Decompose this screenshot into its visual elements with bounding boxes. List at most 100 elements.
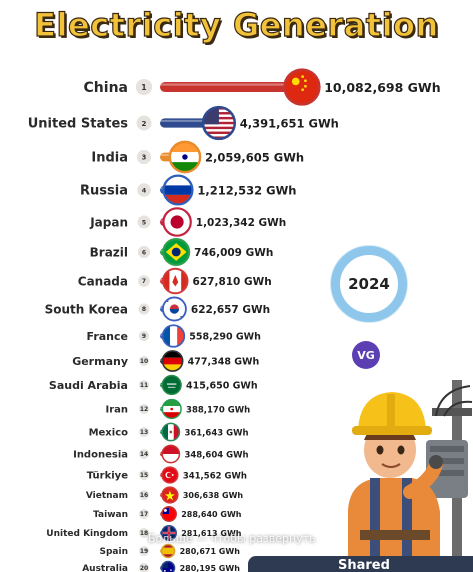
value-label: 388,170 GWh [186, 405, 250, 415]
rank-badge [138, 303, 150, 315]
value-label: 361,643 GWh [184, 428, 248, 438]
value-label: 348,604 GWh [184, 450, 248, 460]
flag-icon [161, 350, 184, 372]
share-bar[interactable] [248, 556, 473, 572]
category-label: Taiwan [93, 510, 128, 520]
flag-icon [160, 560, 176, 572]
electrician-illustration [348, 380, 473, 572]
value-label: 2,059,605 GWh [205, 150, 304, 164]
flag-icon [161, 444, 181, 464]
category-label: Japan [89, 215, 128, 229]
category-label: Australia [82, 564, 128, 572]
category-label: Spain [100, 547, 129, 557]
bar-row: Brazil 6 746,009 GWh [90, 238, 273, 266]
value-label: 4,391,651 GWh [240, 116, 339, 130]
value-label: 558,290 GWh [189, 332, 261, 343]
rank-badge [137, 183, 151, 197]
year-text: 2024 [348, 275, 390, 293]
rank-badge [137, 215, 151, 229]
bar-row: France 9 558,290 GWh [87, 324, 261, 348]
rank-label: 9 [142, 333, 146, 340]
category-label: China [84, 80, 128, 96]
rank-label: 16 [140, 492, 148, 499]
value-label: 415,650 GWh [186, 381, 258, 392]
rank-badge [139, 404, 149, 414]
value-label: 1,023,342 GWh [196, 217, 286, 229]
category-label: Canada [78, 274, 128, 288]
flag-icon [162, 267, 189, 295]
bar-row: United Kingdom 18 281,613 GWh [46, 525, 242, 541]
rank-badge [139, 380, 149, 390]
value-label: 1,212,532 GWh [197, 183, 296, 197]
bar-row: Türkiye 15 341,562 GWh [87, 466, 247, 484]
category-label: Vietnam [86, 491, 128, 501]
rank-badge [138, 275, 150, 287]
category-label: Saudi Arabia [49, 379, 128, 392]
value-label: 280,195 GWh [180, 564, 241, 572]
rank-label: 14 [140, 451, 148, 458]
value-label: 288,640 GWh [181, 510, 242, 519]
category-label: Germany [72, 355, 128, 368]
rank-label: 2 [142, 119, 147, 128]
bar-row: Saudi Arabia 11 415,650 GWh [49, 374, 258, 396]
flag-icon [161, 525, 177, 541]
rank-label: 1 [141, 83, 146, 92]
bar-row: Spain 19 280,671 GWh [100, 543, 241, 559]
flag-icon [161, 466, 179, 484]
rank-badge [137, 245, 151, 259]
value-label: 280,671 GWh [180, 547, 241, 556]
flag-icon [162, 238, 191, 266]
bar-row: Canada 7 627,810 GWh [78, 267, 272, 295]
rank-label: 6 [142, 249, 146, 256]
category-label: Iran [105, 405, 128, 416]
flag-icon [162, 207, 192, 237]
flag-icon [161, 486, 179, 504]
rank-badge [139, 356, 149, 366]
flag-icon [283, 68, 321, 106]
rank-label: 15 [140, 472, 148, 479]
category-label: Türkiye [87, 471, 129, 482]
flag-icon [161, 422, 181, 442]
flag-icon [162, 174, 194, 206]
rank-badge [139, 546, 149, 556]
rank-badge [138, 330, 150, 342]
bar-row: Germany 10 477,348 GWh [72, 350, 260, 372]
bar-row: Russia 4 1,212,532 GWh [80, 174, 296, 206]
value-label: 341,562 GWh [183, 471, 247, 481]
rank-badge [135, 78, 153, 96]
rank-label: 4 [142, 187, 147, 195]
bar [160, 81, 308, 93]
bar-row: Australia 20 280,195 GWh [82, 560, 241, 572]
category-label: United States [28, 117, 129, 132]
rank-label: 13 [140, 429, 148, 436]
rank-label: 8 [142, 306, 146, 313]
rank-label: 19 [140, 548, 148, 555]
category-label: Brazil [90, 245, 128, 259]
flag-icon [161, 374, 182, 396]
rank-label: 5 [142, 219, 146, 226]
flag-icon [161, 398, 182, 420]
category-label: United Kingdom [46, 529, 128, 539]
category-label: India [91, 151, 128, 166]
bar-highlight [160, 83, 308, 86]
channel-logo[interactable]: VG [352, 341, 380, 369]
category-label: Indonesia [73, 450, 128, 461]
rank-label: 12 [140, 406, 148, 413]
shared-label[interactable]: Shared [338, 558, 390, 572]
bar-row: Mexico 13 361,643 GWh [89, 422, 249, 442]
rank-badge [136, 149, 152, 165]
value-label: 306,638 GWh [183, 491, 244, 500]
value-label: 627,810 GWh [193, 276, 272, 288]
value-label: 746,009 GWh [194, 247, 273, 259]
flag-icon [168, 140, 202, 174]
rank-badge [136, 115, 152, 131]
flag-icon [161, 324, 186, 348]
bar-row: India 3 2,059,605 GWh [91, 140, 304, 174]
category-label: France [87, 330, 128, 343]
rank-badge [139, 528, 149, 538]
rank-label: 18 [140, 530, 148, 537]
rank-badge [139, 509, 149, 519]
flag-icon [161, 296, 187, 322]
